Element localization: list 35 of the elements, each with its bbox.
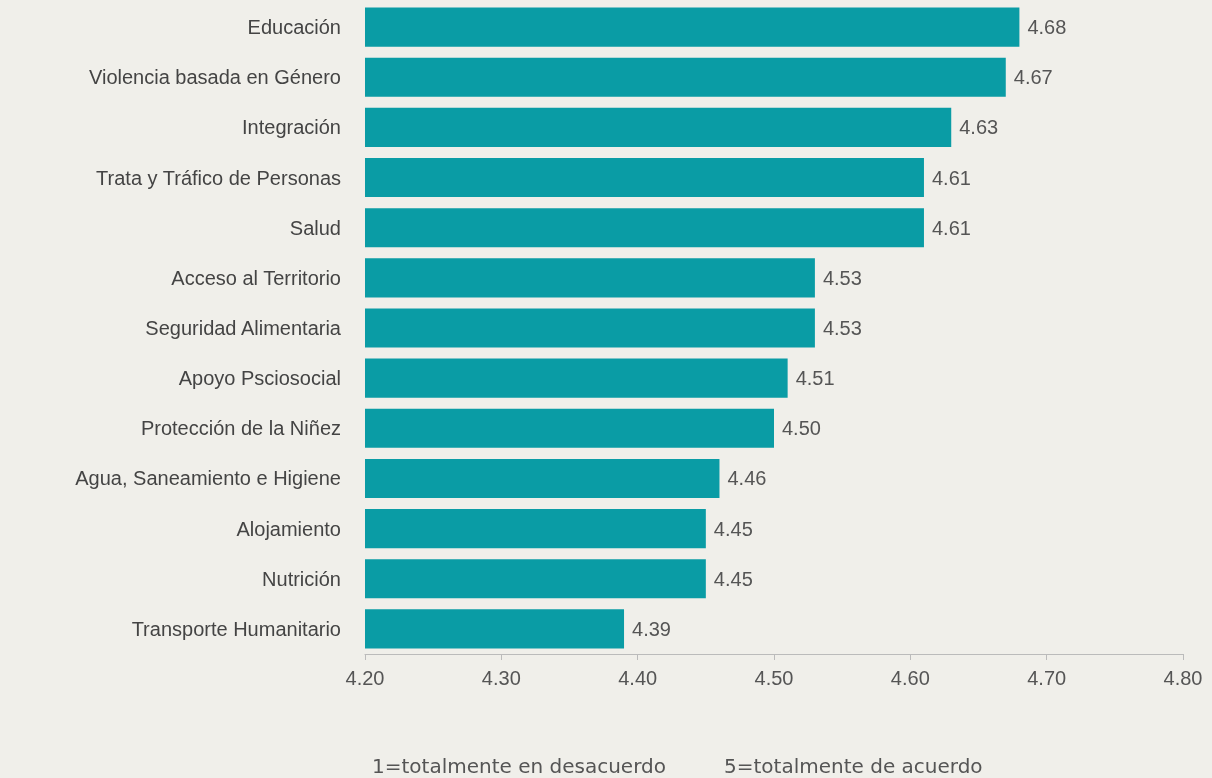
y-tick-label: Transporte Humanitario [131, 617, 341, 640]
y-tick-label: Nutrición [262, 567, 341, 590]
y-tick-label: Protección de la Niñez [140, 417, 341, 440]
data-label: 4.67 [1013, 66, 1053, 89]
data-label: 4.53 [822, 317, 862, 339]
data-label: 4.61 [931, 166, 971, 189]
y-tick-label: Salud [289, 216, 341, 239]
y-tick-label: Acceso al Territorio [171, 266, 341, 289]
data-label: 4.45 [713, 517, 753, 540]
y-tick-label: Agua, Saneamiento e Higiene [75, 467, 341, 490]
y-tick-label: Alojamiento [236, 517, 341, 540]
x-tick-label: 4.50 [754, 667, 794, 689]
y-tick-label: Integración [242, 116, 341, 139]
data-label: 4.51 [795, 367, 835, 390]
y-tick-label: Trata y Tráfico de Personas [96, 166, 341, 189]
text: 1=totalmente en desacuerdo [372, 754, 666, 778]
data-label: 4.50 [782, 417, 821, 440]
data-label: 4.53 [822, 266, 862, 289]
y-tick-label: Seguridad Alimentaria [145, 317, 342, 339]
text: 5=totalmente de acuerdo [724, 754, 983, 778]
data-label: 4.46 [727, 467, 767, 490]
x-tick-label: 4.80 [1163, 667, 1203, 689]
x-tick-label: 4.40 [618, 667, 658, 689]
y-tick-label: Educación [247, 16, 341, 39]
data-label: 4.68 [1027, 16, 1067, 39]
y-tick-label: Apoyo Psciosocial [178, 367, 341, 390]
data-label: 4.61 [931, 216, 971, 239]
x-tick-label: 4.20 [345, 667, 385, 689]
x-tick-label: 4.60 [890, 667, 930, 689]
data-label: 4.45 [713, 567, 753, 590]
x-tick-label: 4.70 [1027, 667, 1067, 689]
data-label: 4.39 [632, 617, 671, 640]
x-tick-label: 4.30 [481, 667, 521, 689]
data-label: 4.63 [959, 116, 999, 139]
y-tick-label: Violencia basada en Género [88, 66, 341, 89]
